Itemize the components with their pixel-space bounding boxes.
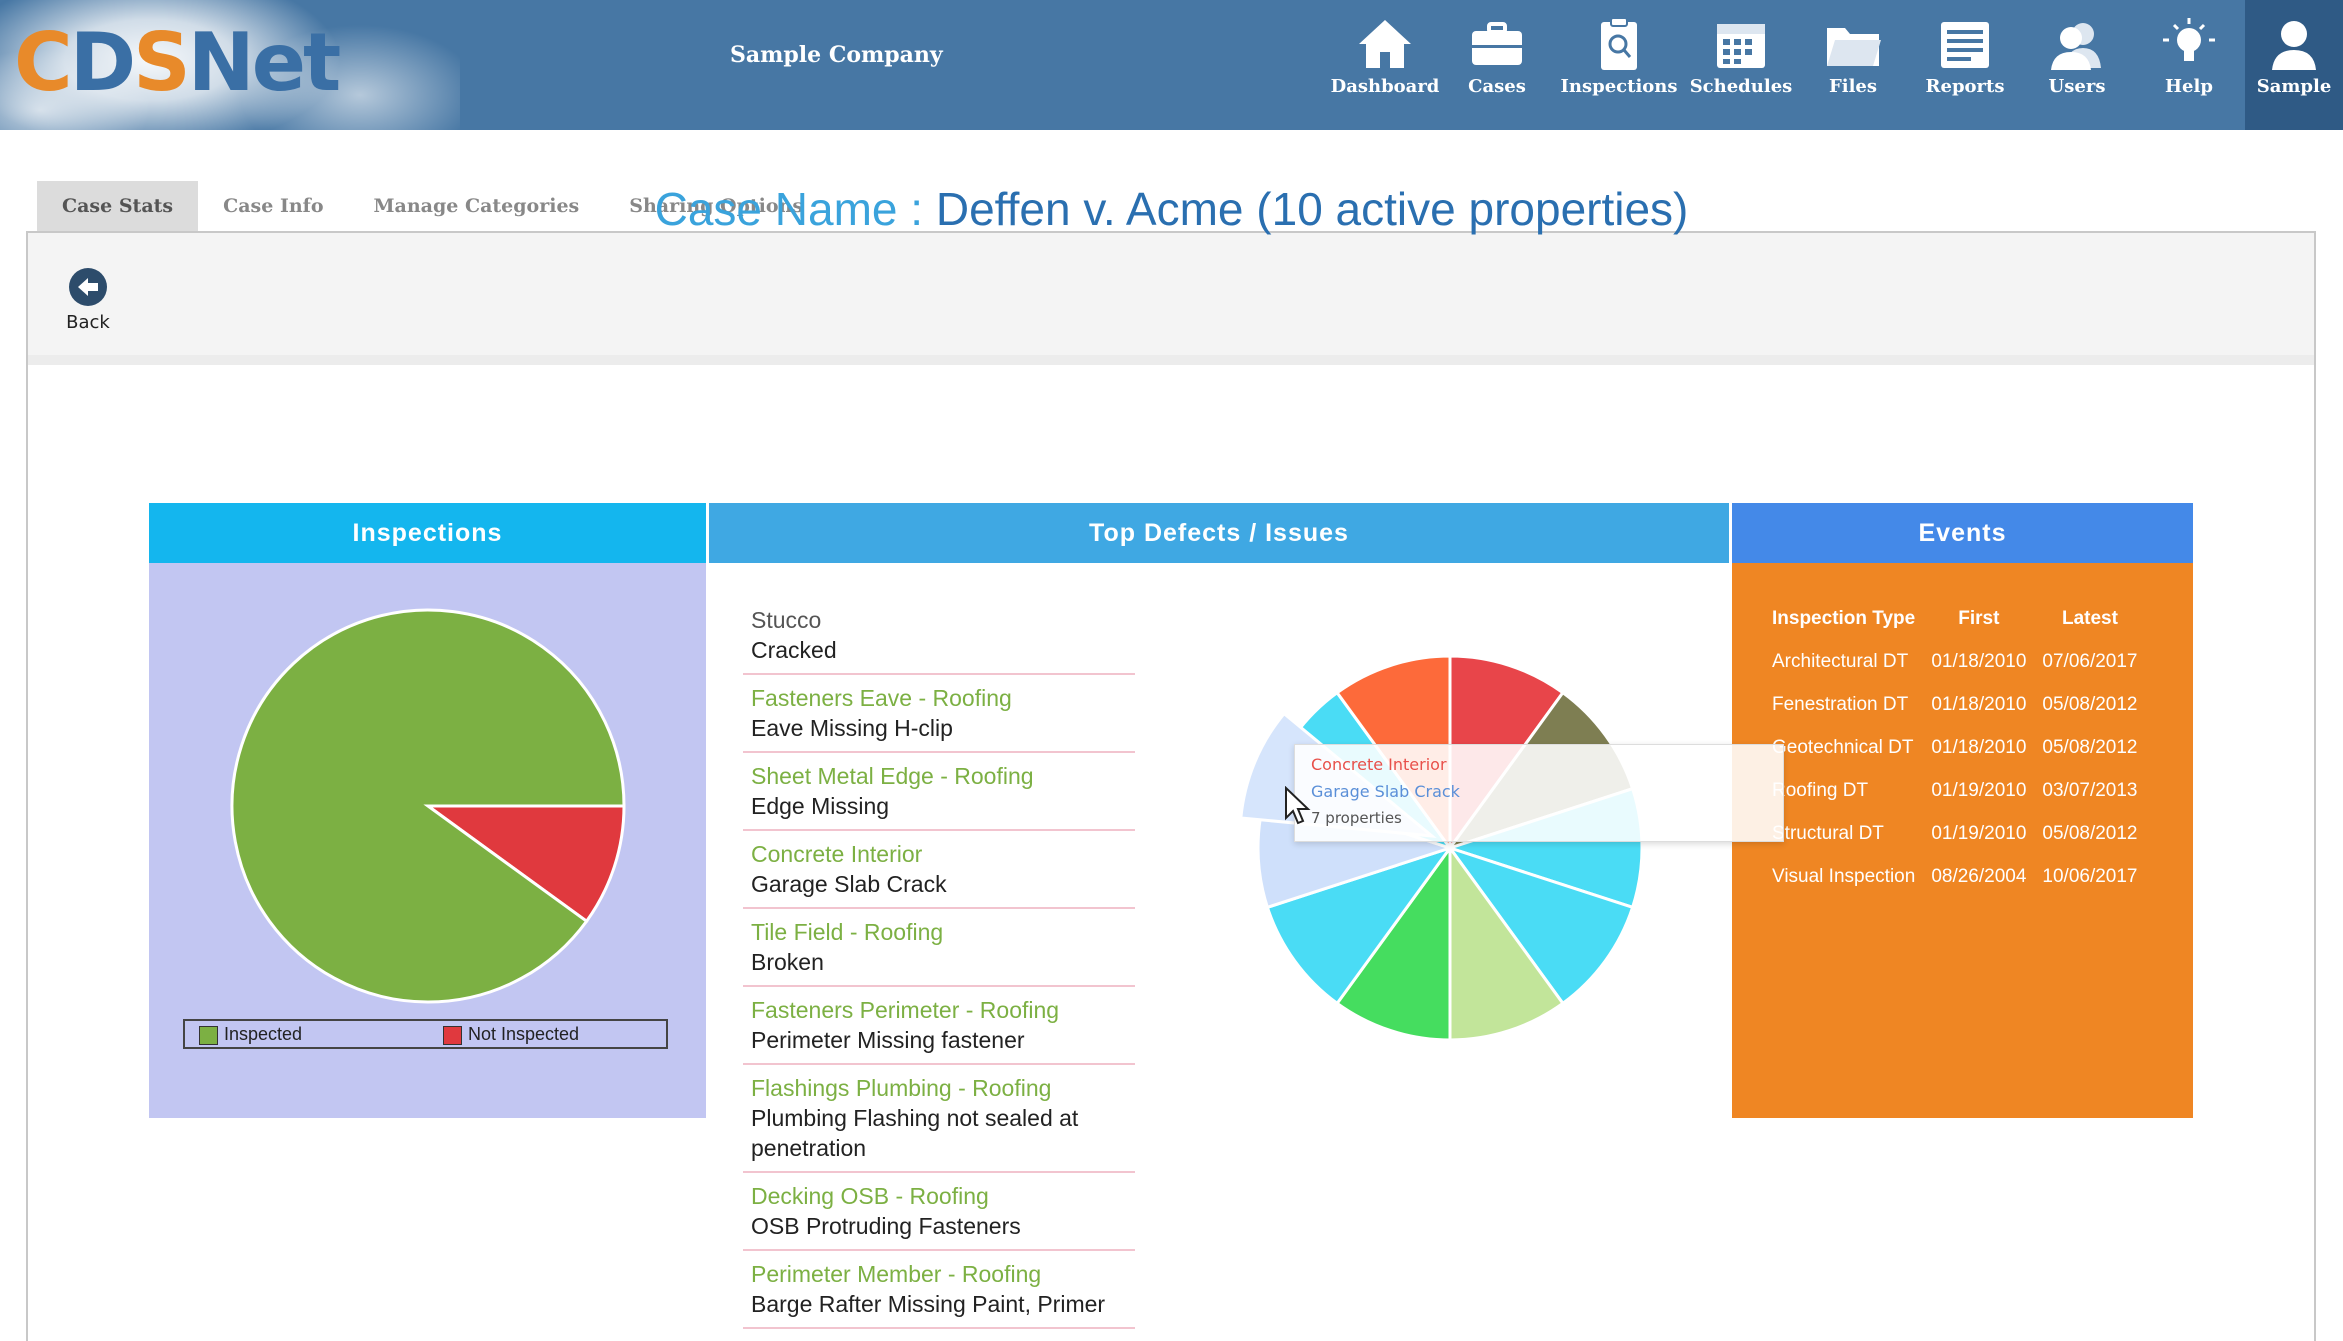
home-icon xyxy=(1359,20,1411,68)
pie-slice-defect-6[interactable] xyxy=(1335,843,1452,1042)
mouse-cursor-icon xyxy=(1285,786,1311,825)
logo[interactable]: CDSNet xyxy=(14,16,341,109)
events-header: Events xyxy=(1732,503,2193,563)
nav-user-profile[interactable]: Sample xyxy=(2245,0,2343,130)
tooltip-count: 7 properties xyxy=(1311,809,1402,827)
tab-case-info[interactable]: Case Info xyxy=(223,195,324,217)
pie-slice-not-inspected[interactable] xyxy=(423,804,626,924)
defects-header: Top Defects / Issues xyxy=(709,503,1729,563)
nav-dashboard[interactable]: Dashboard xyxy=(1329,0,1441,130)
col-inspection-type: Inspection Type xyxy=(1772,607,1916,629)
table-row[interactable]: Structural DT 01/19/2010 05/08/2012 xyxy=(1772,822,2138,844)
users-icon xyxy=(2051,23,2101,70)
pie-slice-defect-7[interactable] xyxy=(1265,845,1454,1006)
table-row[interactable]: Geotechnical DT 01/18/2010 05/08/2012 xyxy=(1772,736,2138,758)
events-table: Inspection Type First Latest Architectur… xyxy=(1762,597,2146,898)
back-button[interactable]: Back xyxy=(62,267,114,333)
list-item[interactable]: Concrete Interior Garage Slab Crack xyxy=(743,831,1135,909)
nav-files[interactable]: Files xyxy=(1797,0,1909,130)
list-item[interactable]: Fasteners Perimeter - Roofing Perimeter M… xyxy=(743,987,1135,1065)
list-item[interactable]: Sheet Metal Edge - Roofing Edge Missing xyxy=(743,753,1135,831)
briefcase-icon xyxy=(1472,22,1522,65)
legend-swatch-not-inspected xyxy=(443,1025,462,1045)
legend-swatch-inspected xyxy=(199,1025,218,1045)
nav-cases[interactable]: Cases xyxy=(1441,0,1553,130)
col-latest: Latest xyxy=(2061,607,2118,629)
calendar-icon xyxy=(1717,24,1765,68)
nav-users[interactable]: Users xyxy=(2021,0,2133,130)
inspections-legend: Inspected Not Inspected xyxy=(183,1019,668,1049)
table-row[interactable]: Architectural DT 01/18/2010 07/06/2017 xyxy=(1772,650,2138,672)
table-row[interactable]: Roofing DT 01/19/2010 03/07/2013 xyxy=(1772,779,2138,801)
nav-help[interactable]: Help xyxy=(2133,0,2245,130)
nav-schedules[interactable]: Schedules xyxy=(1685,0,1797,130)
legend-inspected: Inspected xyxy=(199,1024,302,1045)
inspections-header: Inspections xyxy=(149,503,706,563)
table-row[interactable]: Fenestration DT 01/18/2010 05/08/2012 xyxy=(1772,693,2138,715)
nav-reports[interactable]: Reports xyxy=(1909,0,2021,130)
tab-bar: Case Stats Case Info Manage Categories S… xyxy=(37,181,828,231)
list-item[interactable]: Flashings Plumbing - Roofing Plumbing Fla… xyxy=(743,1065,1135,1173)
defects-pie-chart xyxy=(1239,654,1644,1042)
main-nav: Dashboard Cases Inspections Schedules Fi… xyxy=(1329,0,2343,130)
pie-slice-defect-5[interactable] xyxy=(1448,843,1565,1042)
legend-not-inspected: Not Inspected xyxy=(443,1024,579,1045)
lightbulb-icon xyxy=(2163,18,2215,61)
back-arrow-icon xyxy=(69,268,107,306)
report-icon xyxy=(1941,22,1989,68)
table-row[interactable]: Visual Inspection 08/26/2004 10/06/2017 xyxy=(1772,865,2138,887)
list-item[interactable]: Fasteners Eave - Roofing Eave Missing H-c… xyxy=(743,675,1135,753)
list-item[interactable]: Decking OSB - Roofing OSB Protruding Fast… xyxy=(743,1173,1135,1251)
events-header-row: Inspection Type First Latest xyxy=(1762,597,2146,640)
folder-icon xyxy=(1827,28,1881,66)
tab-manage-categories[interactable]: Manage Categories xyxy=(373,195,580,217)
logo-area: CDSNet xyxy=(0,0,460,130)
list-item[interactable]: Stucco Cracked xyxy=(743,597,1135,675)
user-icon xyxy=(2272,21,2316,70)
clipboard-search-icon xyxy=(1601,17,1637,70)
pie-slice-defect-4[interactable] xyxy=(1446,845,1635,1006)
nav-inspections[interactable]: Inspections xyxy=(1553,0,1685,130)
tooltip-category: Concrete Interior xyxy=(1311,755,1447,774)
inspections-pie-chart xyxy=(230,608,626,1004)
tab-sharing-options[interactable]: Sharing Options xyxy=(629,195,804,217)
case-title: Case Name : Deffen v. Acme (10 active pr… xyxy=(654,183,1689,235)
tooltip-issue: Garage Slab Crack xyxy=(1311,782,1460,801)
toolbar: Back xyxy=(28,233,2314,365)
company-name: Sample Company xyxy=(730,42,943,68)
chart-tooltip: Concrete Interior Garage Slab Crack 7 pr… xyxy=(1294,744,1784,842)
app-header: CDSNet Sample Company Dashboard Cases In… xyxy=(0,0,2343,130)
pie-slice-inspected[interactable] xyxy=(230,608,626,1004)
events-panel xyxy=(1732,563,2193,1118)
col-first: First xyxy=(1958,607,2000,629)
list-item[interactable]: Perimeter Member - Roofing Barge Rafter M… xyxy=(743,1251,1135,1329)
tab-case-stats[interactable]: Case Stats xyxy=(37,181,199,231)
defects-list: Stucco Cracked Fasteners Eave - Roofing Ea… xyxy=(743,597,1135,1329)
list-item[interactable]: Tile Field - Roofing Broken xyxy=(743,909,1135,987)
